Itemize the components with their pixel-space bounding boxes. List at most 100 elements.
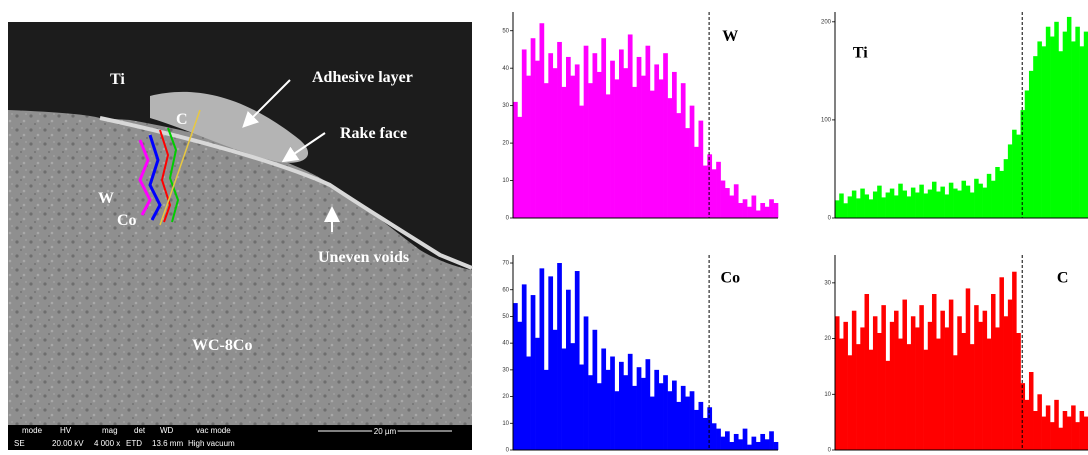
bar [898,184,903,218]
bar [928,322,933,450]
y-tick-label: 0 [828,216,832,222]
bar [898,339,903,450]
bar [915,192,920,218]
bar [869,199,874,218]
bar [852,191,857,218]
bar [1029,71,1034,218]
bar [637,57,642,218]
bar [566,290,571,450]
bar [721,437,726,450]
bar [1046,27,1051,218]
info-value: 20.00 kV [52,439,84,448]
bar [575,64,580,218]
bar [623,375,628,450]
bar [588,83,593,218]
bar [1067,417,1072,450]
bar [544,83,549,218]
y-tick-label: 20 [502,141,509,147]
bar [707,154,712,218]
bar [945,194,950,218]
bar [970,192,975,218]
bar [570,343,575,450]
bar [694,410,699,450]
bar [970,344,975,450]
bar [557,263,562,450]
info-value: ETD [126,439,142,448]
bar [890,322,895,450]
y-tick-label: 200 [821,19,832,25]
bar [949,183,954,218]
bar [725,431,730,450]
bar [584,46,589,218]
bar [953,189,958,218]
info-value: SE [14,439,25,448]
bar [1033,56,1038,218]
bar [570,76,575,218]
bar [987,174,992,218]
bar [646,46,651,218]
sem-image: Ti C Adhesive layer Rake face W Co Uneve… [8,22,472,450]
bar [974,305,979,450]
bar [721,181,726,218]
bar [877,333,882,450]
bar [1058,428,1063,450]
bar [987,339,992,450]
bar [902,300,907,450]
bar [957,191,962,218]
bar [1025,400,1030,450]
bar [1042,46,1047,218]
y-tick-label: 60 [502,287,509,293]
bar [1042,417,1047,450]
bar [852,311,857,450]
bar [1075,422,1080,450]
bar [1021,383,1026,450]
bar [1021,110,1026,218]
bar [641,378,646,450]
bar [1084,417,1088,450]
y-tick-label: 30 [824,280,831,286]
y-tick-label: 20 [502,394,509,400]
bar [729,442,734,450]
bar [615,79,620,218]
y-tick-label: 40 [502,341,509,347]
bar [1016,135,1021,218]
bar [932,294,937,450]
bar [894,195,899,218]
info-value: 13.6 mm [152,439,183,448]
bar [894,311,899,450]
bar [1054,400,1059,450]
bar [676,402,681,450]
bar [517,117,522,218]
bar [593,330,598,450]
bar [743,199,748,218]
bar [619,49,624,218]
bar [553,68,558,218]
bar [886,361,891,450]
bar [962,333,967,450]
bar [623,68,628,218]
bar [1004,159,1009,218]
label: WC-8Co [192,337,252,354]
bar [707,407,712,450]
bar [1071,41,1076,218]
bar [839,193,844,218]
bar [588,375,593,450]
label: Rake face [340,125,407,142]
bar [535,338,540,450]
bar [1067,17,1072,218]
bar [690,391,695,450]
bar [628,354,633,450]
bar [1037,394,1042,450]
bar [610,357,615,450]
y-tick-label: 40 [502,66,509,72]
bar [703,166,708,218]
bar [1046,405,1051,450]
y-tick-label: 20 [824,336,831,342]
bar [978,322,983,450]
bar [995,327,1000,450]
figure: Ti C Adhesive layer Rake face W Co Uneve… [0,0,1088,455]
bar [1029,372,1034,450]
y-tick-label: 10 [502,178,509,184]
info-header: mode [22,426,43,435]
y-tick-label: 30 [502,367,509,373]
